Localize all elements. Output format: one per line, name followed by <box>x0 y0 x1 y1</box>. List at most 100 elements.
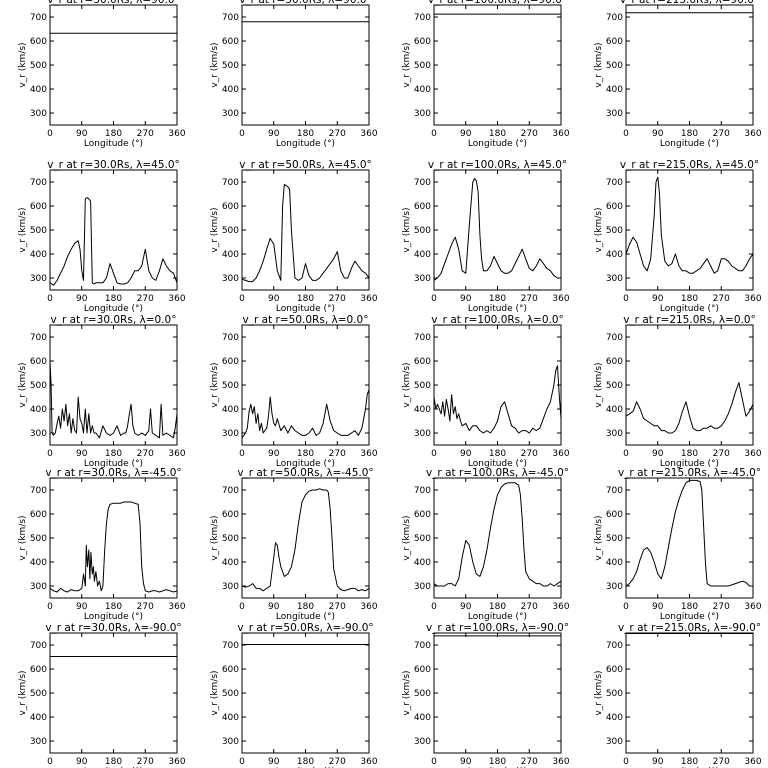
panel-3-1: v_r at r=50.0Rs, λ=-45.0° 300 400 500 600 700… <box>210 467 378 622</box>
y-tick-label: 500 <box>30 226 47 236</box>
x-tick-label: 180 <box>105 602 122 612</box>
y-tick-label: 400 <box>30 713 47 723</box>
panel-0-1: v_r at r=50.0Rs, λ=90.0° 300 400 500 600 700 0… <box>210 0 378 149</box>
series-line <box>242 488 369 592</box>
panel-title: v_r at r=215.0Rs, λ=-90.0° <box>618 622 761 634</box>
y-tick-label: 700 <box>606 641 623 651</box>
y-tick-label: 600 <box>606 665 623 675</box>
x-tick-label: 270 <box>713 129 730 139</box>
plot-frame <box>49 477 178 599</box>
y-tick-label: 300 <box>222 429 239 439</box>
x-axis-label: Longitude (°) <box>468 612 527 622</box>
x-tick-label: 0 <box>431 602 437 612</box>
x-tick-label: 360 <box>360 294 377 304</box>
y-tick-label: 400 <box>30 405 47 415</box>
x-tick-label: 180 <box>681 757 698 767</box>
y-tick-label: 400 <box>606 558 623 568</box>
plot-frame <box>625 632 754 754</box>
x-tick-label: 90 <box>652 449 664 459</box>
series-line <box>626 176 753 274</box>
x-tick-label: 90 <box>76 294 88 304</box>
panel-title: v_r at r=30.0Rs, λ=90.0° <box>47 0 180 6</box>
y-tick-label: 500 <box>30 61 47 71</box>
y-tick-label: 300 <box>414 582 431 592</box>
y-tick-label: 300 <box>30 429 47 439</box>
plot-frame <box>241 4 370 126</box>
series-line <box>626 479 753 587</box>
y-tick-label: 500 <box>30 534 47 544</box>
y-tick-label: 600 <box>222 665 239 675</box>
x-tick-label: 180 <box>297 449 314 459</box>
y-tick-label: 400 <box>414 250 431 260</box>
y-axis-label: v_r (km/s) <box>18 362 28 407</box>
x-tick-label: 0 <box>47 602 53 612</box>
y-tick-label: 400 <box>222 405 239 415</box>
x-tick-label: 180 <box>105 294 122 304</box>
x-tick-label: 270 <box>137 294 154 304</box>
x-tick-label: 90 <box>652 294 664 304</box>
x-tick-label: 90 <box>76 757 88 767</box>
x-tick-label: 270 <box>329 294 346 304</box>
x-tick-label: 90 <box>460 602 472 612</box>
y-axis-label: v_r (km/s) <box>402 207 412 252</box>
x-tick-label: 90 <box>268 757 280 767</box>
panel-title: v_r at r=50.0Rs, λ=90.0° <box>239 0 372 6</box>
x-tick-label: 180 <box>489 449 506 459</box>
x-tick-label: 270 <box>329 602 346 612</box>
panel-4-1: v_r at r=50.0Rs, λ=-90.0° 300 400 500 600 700… <box>210 622 378 768</box>
x-axis-label: Longitude (°) <box>84 304 143 314</box>
y-tick-label: 300 <box>222 582 239 592</box>
y-tick-label: 500 <box>606 381 623 391</box>
y-axis-label: v_r (km/s) <box>594 362 604 407</box>
plot-frame <box>625 4 754 126</box>
plot-frame <box>625 477 754 599</box>
y-tick-label: 500 <box>414 534 431 544</box>
y-tick-label: 600 <box>222 37 239 47</box>
y-axis-label: v_r (km/s) <box>594 42 604 87</box>
x-axis-label: Longitude (°) <box>468 139 527 149</box>
panel-2-0: v_r at r=30.0Rs, λ=0.0° 300 400 500 600 700 0 9… <box>18 314 186 469</box>
x-tick-label: 180 <box>681 294 698 304</box>
y-tick-label: 700 <box>30 178 47 188</box>
y-axis-label: v_r (km/s) <box>18 207 28 252</box>
plot-frame <box>49 324 178 446</box>
x-tick-label: 270 <box>713 294 730 304</box>
panel-2-2: v_r at r=100.0Rs, λ=0.0° 300 400 500 600 700 0… <box>402 314 570 469</box>
y-tick-label: 400 <box>222 713 239 723</box>
y-tick-label: 600 <box>414 357 431 367</box>
x-tick-label: 360 <box>360 757 377 767</box>
x-tick-label: 360 <box>552 129 569 139</box>
x-tick-label: 90 <box>652 129 664 139</box>
y-tick-label: 500 <box>414 226 431 236</box>
x-tick-label: 360 <box>168 294 185 304</box>
y-tick-label: 700 <box>414 333 431 343</box>
x-tick-label: 90 <box>460 129 472 139</box>
x-axis-label: Longitude (°) <box>276 304 335 314</box>
y-tick-label: 500 <box>222 226 239 236</box>
y-tick-label: 700 <box>222 178 239 188</box>
y-axis-label: v_r (km/s) <box>402 670 412 715</box>
y-tick-label: 700 <box>222 641 239 651</box>
y-tick-label: 300 <box>30 737 47 747</box>
y-axis-label: v_r (km/s) <box>594 670 604 715</box>
x-tick-label: 270 <box>521 449 538 459</box>
x-tick-label: 360 <box>168 449 185 459</box>
y-tick-label: 700 <box>606 178 623 188</box>
x-tick-label: 360 <box>744 757 761 767</box>
y-tick-label: 300 <box>414 109 431 119</box>
x-tick-label: 360 <box>552 449 569 459</box>
x-tick-label: 180 <box>105 449 122 459</box>
y-tick-label: 300 <box>606 582 623 592</box>
x-tick-label: 270 <box>713 602 730 612</box>
x-tick-label: 270 <box>521 294 538 304</box>
x-tick-label: 180 <box>105 129 122 139</box>
plot-frame <box>625 169 754 291</box>
y-tick-label: 600 <box>414 510 431 520</box>
panel-title: v_r at r=30.0Rs, λ=-45.0° <box>45 467 181 479</box>
plot-frame <box>241 477 370 599</box>
panel-title: v_r at r=50.0Rs, λ=-45.0° <box>237 467 373 479</box>
panel-title: v_r at r=100.0Rs, λ=-90.0° <box>426 622 569 634</box>
panel-title: v_r at r=50.0Rs, λ=45.0° <box>239 159 372 171</box>
panel-3-0: v_r at r=30.0Rs, λ=-45.0° 300 400 500 600 700… <box>18 467 186 622</box>
y-tick-label: 300 <box>606 429 623 439</box>
